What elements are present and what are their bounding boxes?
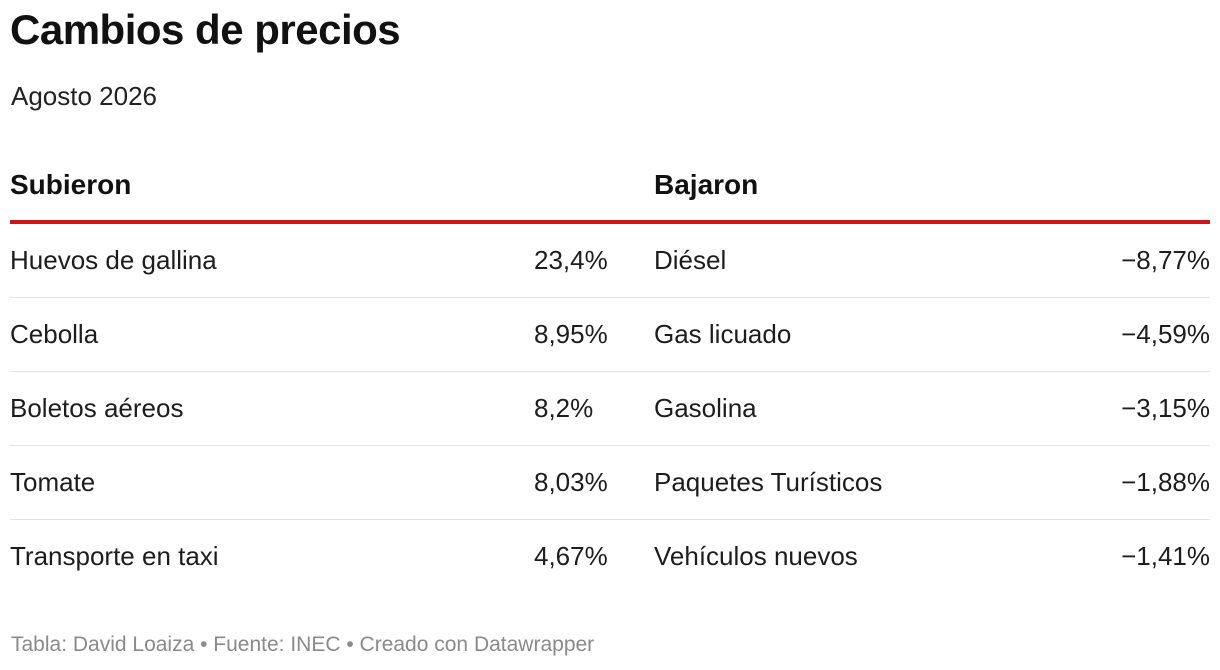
price-changes-table: Subieron Bajaron Huevos de gallina 23,4%… — [10, 150, 1210, 593]
subieron-value: 8,95% — [534, 297, 608, 372]
bajaron-item: Paquetes Turísticos — [654, 445, 1084, 520]
bajaron-value: −1,88% — [1084, 445, 1210, 520]
bajaron-value: −3,15% — [1084, 371, 1210, 446]
bajaron-value: −8,77% — [1084, 222, 1210, 298]
chart-subtitle: Agosto 2026 — [11, 81, 158, 111]
header-gap — [590, 150, 654, 224]
table-body: Huevos de gallina 23,4% Diésel −8,77% Ce… — [10, 222, 1210, 593]
bajaron-item: Vehículos nuevos — [654, 541, 858, 571]
subieron-item: Boletos aéreos — [10, 371, 534, 446]
gap-cell — [590, 371, 654, 446]
table-row: Cebolla 8,95% Gas licuado −4,59% — [10, 297, 1210, 372]
gap-cell — [590, 445, 654, 520]
subieron-item: Huevos de gallina — [10, 222, 534, 298]
table-row: Transporte en taxi 4,67% Vehículos nuevo… — [10, 520, 1210, 594]
subieron-item: Transporte en taxi — [10, 541, 219, 571]
table-row: Huevos de gallina 23,4% Diésel −8,77% — [10, 222, 1210, 298]
bajaron-item: Gas licuado — [654, 297, 1084, 372]
gap-cell — [590, 222, 654, 298]
subieron-value: 8,03% — [534, 445, 608, 520]
subieron-item: Cebolla — [10, 297, 534, 372]
gap-cell — [590, 297, 654, 372]
table-header-row: Subieron Bajaron — [10, 150, 1210, 224]
header-subieron: Subieron — [10, 150, 590, 224]
table-row: Tomate 8,03% Paquetes Turísticos −1,88% — [10, 445, 1210, 520]
chart-title: Cambios de precios — [10, 6, 401, 53]
bajaron-value: −1,41% — [1121, 541, 1210, 571]
subieron-value: 8,2% — [534, 371, 593, 446]
subieron-value: 23,4% — [534, 222, 608, 298]
table-row: Boletos aéreos 8,2% Gasolina −3,15% — [10, 371, 1210, 446]
source-footer: Tabla: David Loaiza • Fuente: INEC • Cre… — [11, 633, 595, 656]
subieron-value: 4,67% — [534, 541, 608, 571]
header-bajaron: Bajaron — [654, 150, 1210, 224]
bajaron-item: Gasolina — [654, 371, 1084, 446]
bajaron-value: −4,59% — [1084, 297, 1210, 372]
subieron-item: Tomate — [10, 445, 534, 520]
bajaron-item: Diésel — [654, 222, 1084, 298]
